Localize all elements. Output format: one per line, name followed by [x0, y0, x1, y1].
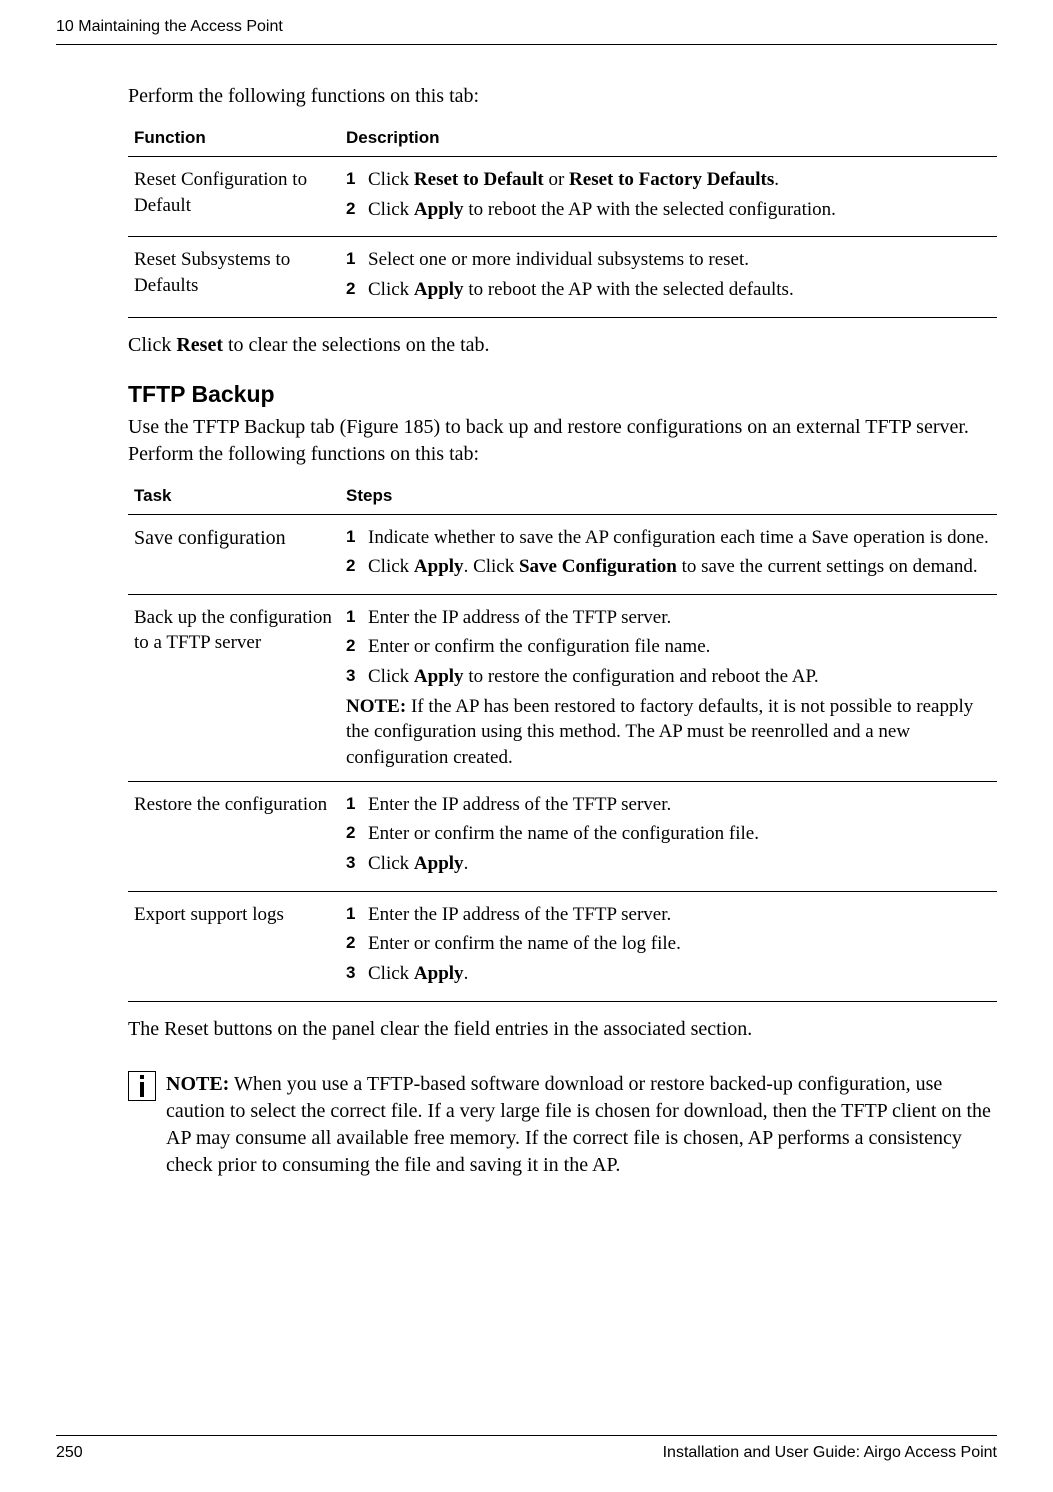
table-row: Restore the configuration1Enter the IP a… — [128, 781, 997, 891]
step-text: Enter or confirm the name of the log fil… — [368, 931, 991, 957]
task-th-steps: Steps — [340, 478, 997, 515]
task-th-task: Task — [128, 478, 340, 515]
row-steps: 1Click Reset to Default or Reset to Fact… — [340, 157, 997, 237]
step-number: 2 — [346, 277, 368, 301]
step-number: 1 — [346, 605, 368, 629]
step-text: Indicate whether to save the AP configur… — [368, 525, 991, 551]
row-label: Save configuration — [128, 514, 340, 594]
step-text: Enter or confirm the configuration file … — [368, 634, 991, 660]
table-row: Back up the configuration to a TFTP serv… — [128, 594, 997, 781]
row-steps: 1Enter the IP address of the TFTP server… — [340, 594, 997, 781]
row-steps: 1Enter the IP address of the TFTP server… — [340, 891, 997, 1001]
step-number: 1 — [346, 247, 368, 271]
footer-guide-title: Installation and User Guide: Airgo Acces… — [663, 1444, 997, 1462]
step-number: 1 — [346, 792, 368, 816]
row-steps: 1Select one or more individual subsystem… — [340, 237, 997, 317]
table-row: Reset Subsystems to Defaults1Select one … — [128, 237, 997, 317]
table-row: Save configuration1Indicate whether to s… — [128, 514, 997, 594]
step-text: Click Apply. — [368, 851, 991, 877]
row-steps: 1Enter the IP address of the TFTP server… — [340, 781, 997, 891]
row-label: Restore the configuration — [128, 781, 340, 891]
row-label: Reset Configuration to Default — [128, 157, 340, 237]
info-icon — [128, 1071, 156, 1101]
note-text: NOTE: When you use a TFTP-based software… — [166, 1071, 997, 1179]
step-number: 2 — [346, 821, 368, 845]
step-text: Select one or more individual subsystems… — [368, 247, 991, 273]
step-number: 2 — [346, 197, 368, 221]
function-table: Function Description Reset Configuration… — [128, 120, 997, 318]
step-text: Enter the IP address of the TFTP server. — [368, 792, 991, 818]
step-text: Click Apply to restore the configuration… — [368, 664, 991, 690]
step-number: 2 — [346, 554, 368, 578]
row-steps: 1Indicate whether to save the AP configu… — [340, 514, 997, 594]
step-number: 3 — [346, 961, 368, 985]
after-task-text: The Reset buttons on the panel clear the… — [128, 1016, 997, 1043]
func-th-function: Function — [128, 120, 340, 157]
step-text: Enter the IP address of the TFTP server. — [368, 902, 991, 928]
tftp-intro: Use the TFTP Backup tab (Figure 185) to … — [128, 414, 997, 468]
step-number: 2 — [346, 931, 368, 955]
step-number: 3 — [346, 664, 368, 688]
table-row: Export support logs1Enter the IP address… — [128, 891, 997, 1001]
step-text: Click Reset to Default or Reset to Facto… — [368, 167, 991, 193]
note-block: NOTE: When you use a TFTP-based software… — [128, 1071, 997, 1179]
task-table: Task Steps Save configuration1Indicate w… — [128, 478, 997, 1002]
table-row: Reset Configuration to Default1Click Res… — [128, 157, 997, 237]
intro-text-1: Perform the following functions on this … — [128, 83, 997, 110]
step-text: Enter the IP address of the TFTP server. — [368, 605, 991, 631]
step-text: Click Apply to reboot the AP with the se… — [368, 197, 991, 223]
step-text: Enter or confirm the name of the configu… — [368, 821, 991, 847]
row-note: NOTE: If the AP has been restored to fac… — [346, 694, 991, 771]
section-heading-tftp: TFTP Backup — [128, 381, 997, 408]
footer-page-number: 250 — [56, 1444, 83, 1462]
row-label: Reset Subsystems to Defaults — [128, 237, 340, 317]
row-label: Back up the configuration to a TFTP serv… — [128, 594, 340, 781]
step-text: Click Apply. — [368, 961, 991, 987]
step-number: 3 — [346, 851, 368, 875]
row-label: Export support logs — [128, 891, 340, 1001]
after-func-text: Click Reset to clear the selections on t… — [128, 332, 997, 359]
step-text: Click Apply. Click Save Configuration to… — [368, 554, 991, 580]
step-number: 1 — [346, 902, 368, 926]
page-footer: 250 Installation and User Guide: Airgo A… — [56, 1435, 997, 1462]
step-number: 1 — [346, 525, 368, 549]
step-number: 1 — [346, 167, 368, 191]
running-head: 10 Maintaining the Access Point — [56, 18, 997, 45]
step-number: 2 — [346, 634, 368, 658]
step-text: Click Apply to reboot the AP with the se… — [368, 277, 991, 303]
func-th-description: Description — [340, 120, 997, 157]
